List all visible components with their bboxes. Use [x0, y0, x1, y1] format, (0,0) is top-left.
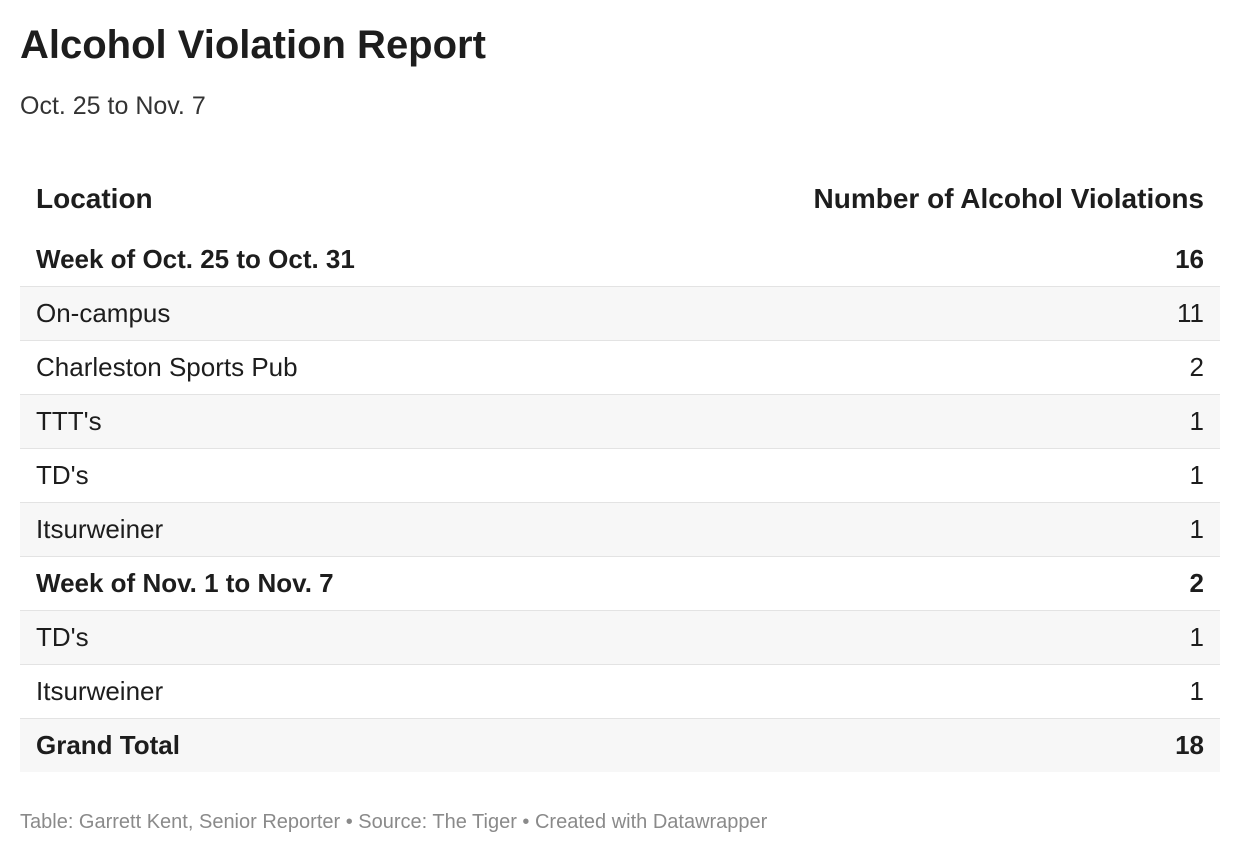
- table-row: Week of Oct. 25 to Oct. 31 16: [20, 233, 1220, 287]
- location-cell: Grand Total: [36, 730, 180, 760]
- table-row: Itsurweiner 1: [20, 502, 1220, 557]
- subtitle: Oct. 25 to Nov. 7: [20, 92, 206, 120]
- location-cell: TD's: [20, 448, 565, 503]
- count-cell: 1: [564, 394, 1220, 449]
- data-table: Location Number of Alcohol Violations We…: [20, 171, 1220, 772]
- column-header: Number of Alcohol Violations: [813, 183, 1204, 214]
- count-cell: 1: [564, 448, 1220, 503]
- count-cell: 2: [564, 340, 1220, 395]
- table-row: On-campus 11: [20, 286, 1220, 341]
- table-row: Grand Total 18: [20, 718, 1220, 772]
- location-cell: On-campus: [20, 286, 565, 341]
- location-cell: TD's: [20, 610, 565, 665]
- table-row: TD's 1: [20, 610, 1220, 665]
- location-cell: Charleston Sports Pub: [20, 340, 565, 395]
- header-row: Location Number of Alcohol Violations: [20, 171, 1220, 233]
- table-body: Week of Oct. 25 to Oct. 31 16 On-campus 11 C…: [20, 233, 1220, 772]
- table-head: Location Number of Alcohol Violations: [20, 171, 1220, 233]
- column-header: Location: [36, 183, 153, 214]
- footer: Table: Garrett Kent, Senior Reporter • S…: [20, 811, 768, 833]
- title: Alcohol Violation Report: [20, 23, 486, 67]
- table-row: Itsurweiner 1: [20, 664, 1220, 719]
- count-cell: 2: [564, 556, 1220, 611]
- location-cell: Itsurweiner: [20, 502, 565, 557]
- location-cell: TTT's: [20, 394, 565, 449]
- count-cell: 1: [564, 664, 1220, 719]
- count-cell: 1: [564, 502, 1220, 557]
- count-cell: 18: [1175, 730, 1204, 760]
- location-cell: Week of Nov. 1 to Nov. 7: [20, 556, 565, 611]
- table-row: TTT's 1: [20, 394, 1220, 449]
- table-row: Charleston Sports Pub 2: [20, 340, 1220, 395]
- table-row: TD's 1: [20, 448, 1220, 503]
- count-cell: 1: [564, 610, 1220, 665]
- count-cell: 11: [564, 286, 1220, 341]
- location-cell: Itsurweiner: [20, 664, 565, 719]
- count-cell: 16: [564, 233, 1220, 287]
- location-cell: Week of Oct. 25 to Oct. 31: [20, 233, 565, 287]
